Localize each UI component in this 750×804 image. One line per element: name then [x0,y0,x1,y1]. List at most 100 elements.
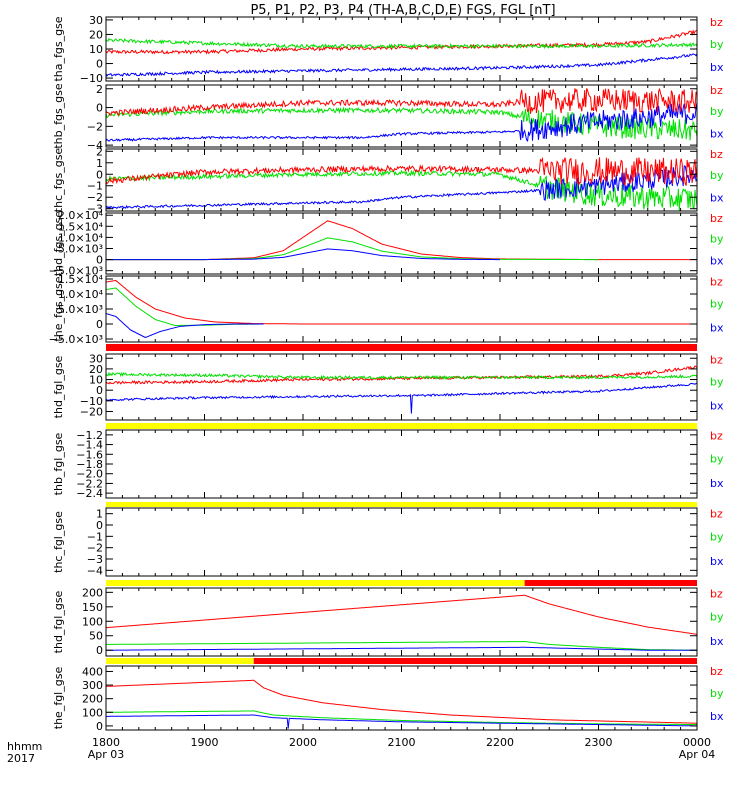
panel-3: 210−1−2−3 thc_fgs_gse bz by bx [52,145,724,215]
series-line-bz [106,594,697,635]
y-tick-label: 50 [89,630,103,643]
panel-frame [105,275,698,343]
y-tick-label: −10 [80,72,103,85]
y-tick-label: −3 [87,553,103,566]
legend-by: by [710,687,724,700]
series-line-by [106,237,599,261]
series-line-bz [106,87,697,116]
status-bar-segment [106,580,525,586]
series-line-bz [106,29,697,55]
y-tick-label: −1.6 [76,448,103,461]
y-tick-label: 30 [89,14,103,27]
status-bar-segment [106,423,697,429]
legend-by: by [710,298,724,311]
series-line-bz [106,679,697,724]
y-tick-label: 0 [96,168,103,181]
y-tick-label: 10 [89,43,103,56]
y-tick-label: −1 [87,530,103,543]
series-line-by [106,710,697,726]
legend-bz: bz [710,275,723,288]
panel-frame [105,148,698,212]
x-tick-sublabel: Apr 03 [88,748,125,761]
y-tick-label: −1 [87,180,103,193]
y-tick-label: 1 [96,157,103,170]
y-tick-label: 1 [96,508,103,521]
legend-bx: bx [710,127,724,140]
legend-bz: bz [710,212,723,225]
y-axis-label: the_fgs_gse [52,276,65,341]
y-axis-label: the_fgl_gse [52,667,65,730]
legend-bz: bz [710,587,723,600]
y-axis-label: thb_fgs_gse [52,83,65,149]
y-tick-label: 0 [96,318,103,331]
panel-8: 10−1−2−3−4 thc_fgl_gse bz by bx [52,507,724,577]
y-tick-label: 1.5×10⁴ [58,273,104,286]
legend-bx: bx [710,61,724,74]
y-tick-label: −3 [87,203,103,216]
panel-frame [105,587,698,657]
y-axis-label: thd_fgl_gse [52,590,65,653]
y-axis-label: tha_fgs_gse [52,16,65,81]
y-axis-label: thc_fgl_gse [52,511,65,573]
series-line-by [106,287,264,326]
y-tick-label: −5.0×10³ [49,265,103,278]
y-tick-label: 1.0×10⁴ [58,231,104,244]
y-tick-label: 0 [96,254,103,267]
panel-5: 1.5×10⁴ 1.0×10⁴ 5.0×10³ 0 −5.0×10³the_fgs_gs… [49,273,724,346]
status-bar-segment [106,502,697,507]
series-line-bx [106,102,697,142]
y-tick-label: −5.0×10³ [49,333,103,346]
panel-frame [105,353,698,421]
y-axis-label: thd_fgl_gse [52,355,65,418]
series-line-by [106,106,697,141]
y-tick-label: −4 [87,564,103,577]
y-tick-label: 100 [82,615,103,628]
y-tick-label: 20 [89,28,103,41]
x-tick-label: 2300 [585,736,613,749]
y-tick-label: 0 [96,720,103,733]
y-tick-label: 2 [96,83,103,96]
y-tick-label: −1.4 [76,439,103,452]
legend-bz: bz [710,148,723,161]
y-tick-label: −10 [80,395,103,408]
y-axis-label: thc_fgs_gse [52,148,65,213]
x-tick-label: 2000 [289,736,317,749]
legend-bz: bz [710,507,723,520]
legend-by: by [710,531,724,544]
legend-bx: bx [710,255,724,268]
series-line-bz [106,279,697,325]
y-tick-label: −2.2 [76,477,103,490]
y-tick-label: 200 [82,693,103,706]
legend-bz: bz [710,84,723,97]
series-line-by [106,371,697,381]
series-line-bx [106,53,697,77]
y-tick-label: 20 [89,363,103,376]
y-tick-label: 150 [82,601,103,614]
legend-bz: bz [710,665,723,678]
legend-by: by [710,169,724,182]
y-axis-label: thb_fgl_gse [52,432,65,495]
y-tick-label: −2.4 [76,487,103,500]
x-tick-label: 1800 [92,736,120,749]
status-bar-segment [524,580,697,586]
y-tick-label: 5.0×10³ [58,242,103,255]
legend-bx: bx [710,477,724,490]
series-line-bx [106,248,500,261]
legend-by: by [710,38,724,51]
status-bar-segment [253,658,697,664]
y-tick-label: −20 [80,405,103,418]
x-tick-label: 2100 [388,736,416,749]
y-tick-label: 300 [82,679,103,692]
y-tick-label: 0 [96,58,103,71]
y-tick-label: 1.0×10⁴ [58,288,104,301]
x-tick-sublabel: Apr 04 [679,748,716,761]
legend-by: by [710,611,724,624]
legend-bx: bx [710,399,724,412]
y-tick-label: 0 [96,102,103,115]
